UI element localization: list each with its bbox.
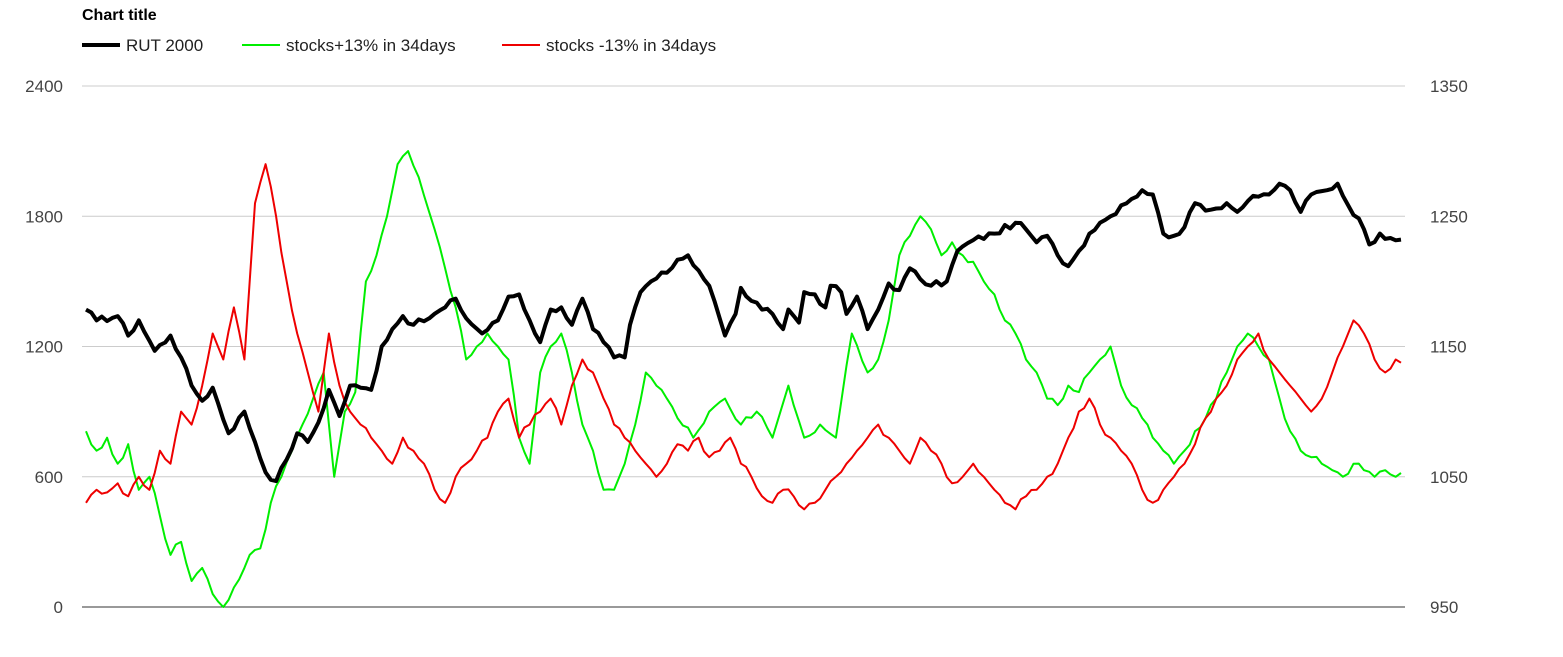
right-tick-label: 950	[1430, 598, 1458, 617]
right-tick-label: 1050	[1430, 468, 1468, 487]
series-layer	[85, 150, 1402, 608]
series-line-rut-2000[interactable]	[85, 181, 1402, 484]
legend-label-rut: RUT 2000	[126, 36, 203, 55]
left-tick-label: 2400	[25, 77, 63, 96]
legend-label-stocks-up: stocks+13% in 34days	[286, 36, 456, 55]
series-line-stocks-up[interactable]	[85, 150, 1402, 608]
legend-item-rut[interactable]: RUT 2000	[82, 36, 203, 55]
left-axis-ticks: 0 600 1200 1800 2400	[25, 77, 63, 617]
gridlines	[82, 85, 1405, 608]
chart-title: Chart title	[82, 7, 157, 24]
legend: RUT 2000 stocks+13% in 34days stocks -13…	[82, 36, 716, 55]
right-tick-label: 1150	[1430, 338, 1467, 357]
series-line-stocks-down[interactable]	[85, 163, 1402, 511]
right-tick-label: 1350	[1430, 77, 1468, 96]
right-axis-ticks: 950 1050 1150 1250 1350	[1430, 77, 1468, 617]
legend-item-stocks-down[interactable]: stocks -13% in 34days	[502, 36, 716, 55]
left-tick-label: 600	[35, 468, 63, 487]
legend-item-stocks-up[interactable]: stocks+13% in 34days	[242, 36, 456, 55]
left-tick-label: 0	[54, 598, 63, 617]
legend-label-stocks-down: stocks -13% in 34days	[546, 36, 716, 55]
left-tick-label: 1800	[25, 207, 63, 226]
right-tick-label: 1250	[1430, 207, 1468, 226]
left-tick-label: 1200	[25, 338, 63, 357]
